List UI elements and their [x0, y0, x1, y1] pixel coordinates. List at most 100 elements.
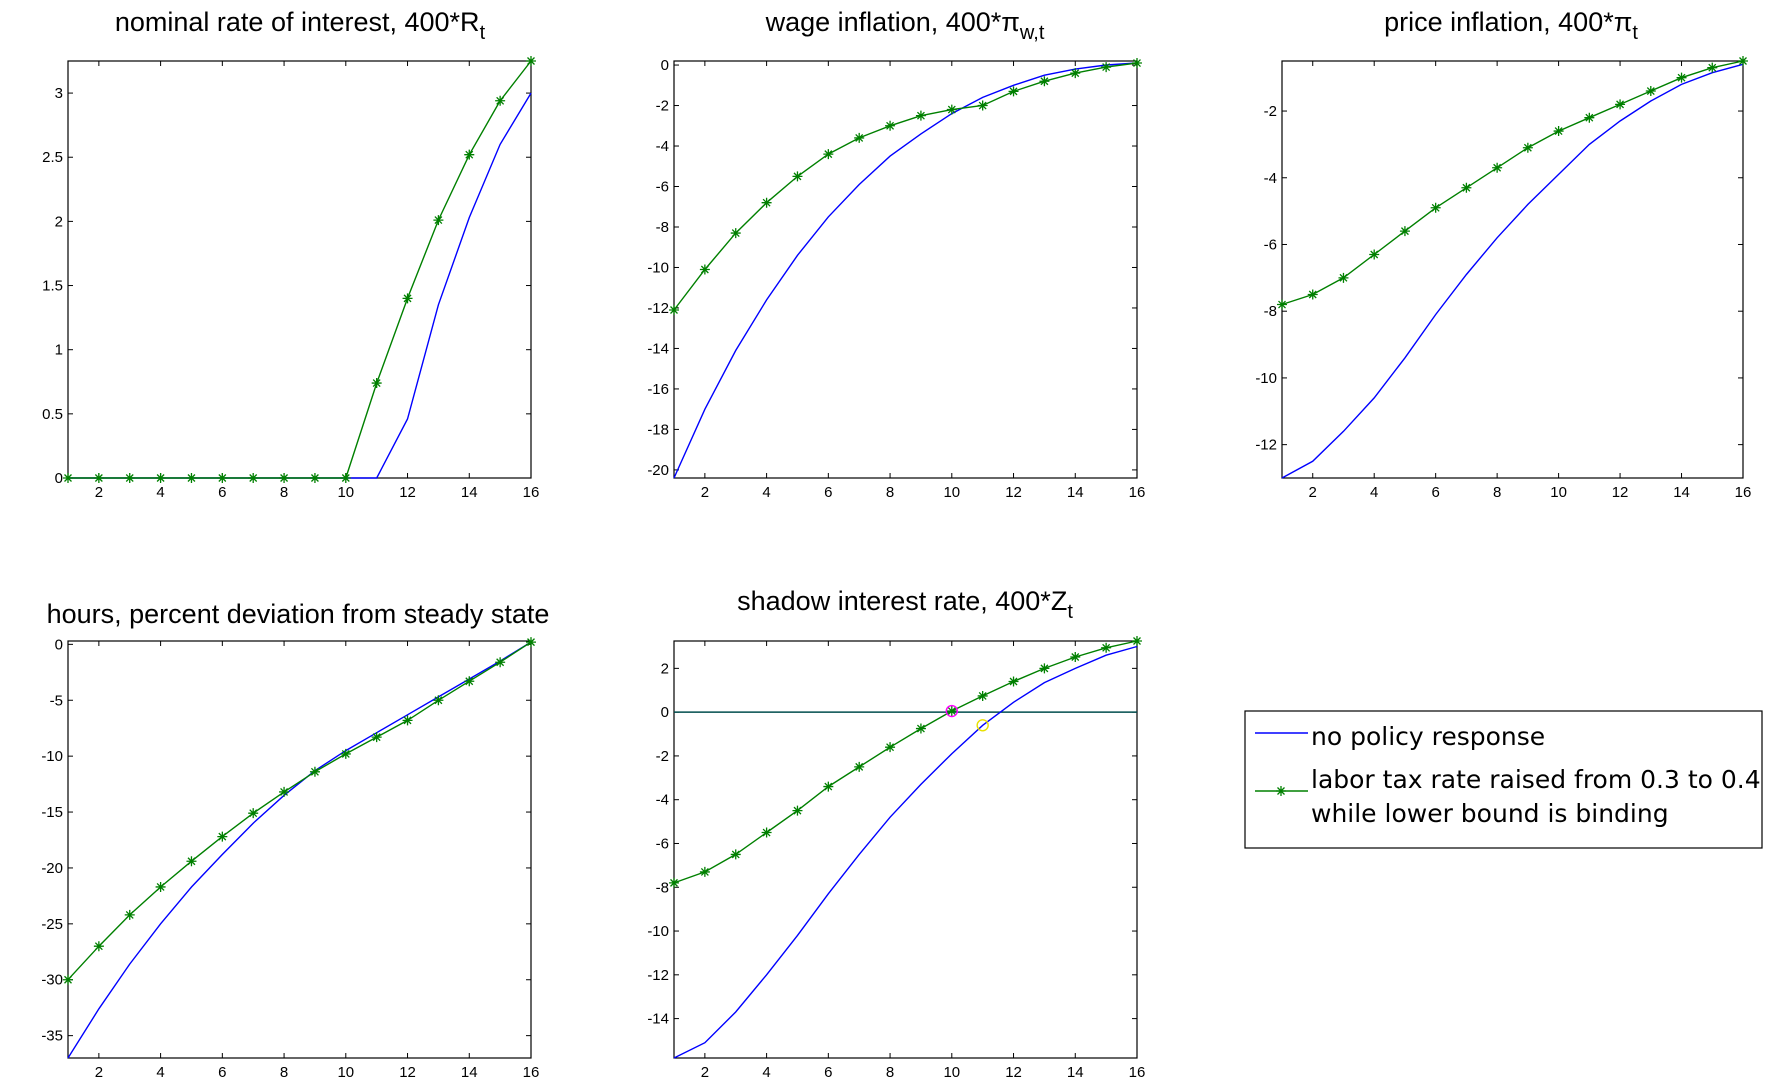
chart-5-point-marker: [977, 690, 988, 701]
chart-5-x-tick-label: 10: [943, 1064, 960, 1081]
legend-label-1: no policy response: [1311, 722, 1545, 751]
chart-1-point-marker: [93, 473, 104, 483]
chart-3-x-tick-label: 16: [1735, 484, 1752, 501]
chart-5-y-tick-label: 0: [661, 704, 669, 721]
chart-4-point-marker: [340, 748, 351, 759]
chart-3-title: price inflation, 400*πt: [1384, 7, 1638, 44]
chart-4-x-tick-label: 2: [95, 1064, 103, 1081]
chart-2-point-marker: [1039, 76, 1050, 87]
chart-1: 2 4 6 8 10 12 14 16 0 0.5 1 1.5 2 2.5 3 nominal rate of…: [42, 7, 539, 501]
chart-2-point-marker: [730, 228, 741, 239]
chart-1-x-tick-label: 6: [218, 484, 226, 501]
chart-1-point-marker: [433, 215, 444, 226]
chart-1-point-marker: [371, 378, 382, 389]
chart-1-point-marker: [124, 473, 135, 483]
chart-4-series-tax-policy-line: [67, 641, 532, 981]
chart-5-point-marker: [915, 723, 926, 734]
chart-5-point-marker: [761, 827, 772, 838]
chart-5-x-tick-label: 4: [762, 1064, 770, 1081]
chart-4-x-tick-label: 8: [280, 1064, 288, 1081]
legend: no policy response labor tax rate raised …: [1244, 710, 1763, 849]
chart-5-point-marker: [1070, 651, 1081, 662]
chart-2-point-marker: [761, 197, 772, 208]
chart-2-y-tick-label: -18: [647, 421, 669, 438]
chart-5-point-marker: [1132, 636, 1142, 646]
legend-label-2: while lower bound is binding: [1311, 799, 1669, 828]
chart-2-y-tick-label: -12: [647, 300, 669, 317]
chart-1-title: nominal rate of interest, 400*Rt: [115, 7, 486, 44]
chart-4-y-tick-label: -35: [41, 1028, 63, 1045]
chart-3-axes-box: [1281, 60, 1744, 479]
chart-5-x-tick-label: 8: [886, 1064, 894, 1081]
chart-2-y-tick-label: -14: [647, 340, 669, 357]
chart-3-y-tick-label: -8: [1264, 303, 1277, 320]
chart-4-point-marker: [526, 637, 536, 648]
chart-3-point-marker: [1399, 226, 1410, 237]
chart-3-point-marker: [1338, 272, 1349, 283]
chart-1-point-marker: [217, 473, 228, 483]
chart-1-point-marker: [248, 473, 259, 483]
chart-1-axes-box: [67, 60, 532, 479]
chart-2-point-marker: [915, 110, 926, 121]
chart-1-y-tick-label: 1.5: [42, 278, 63, 295]
chart-4-point-marker: [124, 909, 135, 920]
chart-5-y-tick-label: 2: [661, 660, 669, 677]
chart-5-y-tick-label: -2: [656, 748, 669, 765]
chart-1-point-marker: [340, 473, 351, 483]
chart-4-x-tick-label: 14: [461, 1064, 478, 1081]
chart-4-title: hours, percent deviation from steady sta…: [47, 599, 550, 629]
chart-5-point-marker: [1039, 663, 1050, 674]
chart-5-circle-marker: [976, 719, 989, 732]
chart-2-point-marker: [1070, 68, 1081, 79]
chart-3-point-marker: [1584, 112, 1595, 123]
chart-5-point-marker: [885, 742, 896, 753]
chart-2-point-marker: [885, 120, 896, 131]
chart-4-point-marker: [279, 786, 290, 797]
chart-2-y-tick-label: -4: [656, 138, 669, 155]
chart-2-x-tick-label: 16: [1129, 484, 1146, 501]
chart-1-x-tick-label: 4: [156, 484, 164, 501]
chart-3-series-no-policy-line: [1281, 63, 1744, 479]
chart-3-y-tick-label: -6: [1264, 236, 1277, 253]
chart-3-x-tick-label: 8: [1493, 484, 1501, 501]
chart-2-y-tick-label: -2: [656, 98, 669, 115]
chart-2-point-marker: [792, 171, 803, 182]
chart-5-y-tick-label: -12: [647, 967, 669, 984]
chart-2-title: wage inflation, 400*πw,t: [765, 7, 1045, 44]
chart-2-point-marker: [699, 264, 710, 275]
chart-1-x-tick-label: 8: [280, 484, 288, 501]
chart-3-point-marker: [1492, 162, 1503, 173]
chart-2-point-marker: [854, 132, 865, 143]
chart-3-x-tick-label: 10: [1550, 484, 1567, 501]
chart-3-point-marker: [1645, 86, 1656, 97]
chart-5-x-tick-label: 12: [1005, 1064, 1022, 1081]
chart-4-y-tick-label: -5: [50, 692, 63, 709]
legend-label-2: labor tax rate raised from 0.3 to 0.4: [1311, 765, 1761, 794]
chart-2-x-tick-label: 6: [824, 484, 832, 501]
chart-4-y-tick-label: -20: [41, 860, 63, 877]
chart-1-point-marker: [526, 56, 536, 66]
chart-5-point-marker: [1101, 642, 1112, 653]
chart-5-title-subscript: t: [1067, 601, 1073, 623]
chart-1-point-marker: [402, 293, 413, 304]
chart-1-x-tick-label: 12: [399, 484, 416, 501]
chart-4-point-marker: [371, 732, 382, 743]
chart-3-point-marker: [1522, 142, 1533, 153]
chart-4-axes-box: [67, 640, 532, 1059]
legend-swatch-star-icon: [1276, 786, 1286, 796]
chart-4-y-tick-label: -30: [41, 972, 63, 989]
chart-4-y-tick-label: -10: [41, 748, 63, 765]
chart-1-point-marker: [155, 473, 166, 483]
chart-2-point-marker: [823, 149, 834, 160]
chart-3-x-tick-label: 12: [1612, 484, 1629, 501]
chart-2-x-tick-label: 4: [762, 484, 770, 501]
chart-5-y-tick-label: -4: [656, 792, 669, 809]
chart-2-y-tick-label: -8: [656, 219, 669, 236]
chart-4-point-marker: [248, 808, 259, 819]
chart-5-x-tick-label: 14: [1067, 1064, 1084, 1081]
chart-2-y-tick-label: -20: [647, 462, 669, 479]
chart-5-y-tick-label: -14: [647, 1011, 669, 1028]
chart-4-point-marker: [63, 974, 73, 985]
chart-4-x-tick-label: 6: [218, 1064, 226, 1081]
